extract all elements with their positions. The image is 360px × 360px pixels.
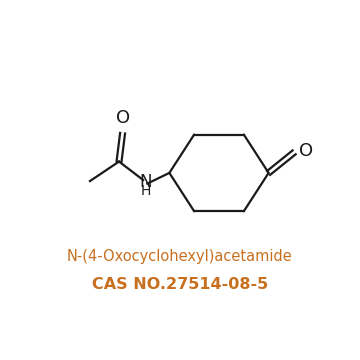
Text: O: O [299,141,313,159]
Text: N-(4-Oxocyclohexyl)acetamide: N-(4-Oxocyclohexyl)acetamide [67,249,293,264]
Text: CAS NO.27514-08-5: CAS NO.27514-08-5 [92,277,268,292]
Text: H: H [140,184,151,198]
Text: O: O [116,109,130,127]
Text: N: N [139,174,152,192]
